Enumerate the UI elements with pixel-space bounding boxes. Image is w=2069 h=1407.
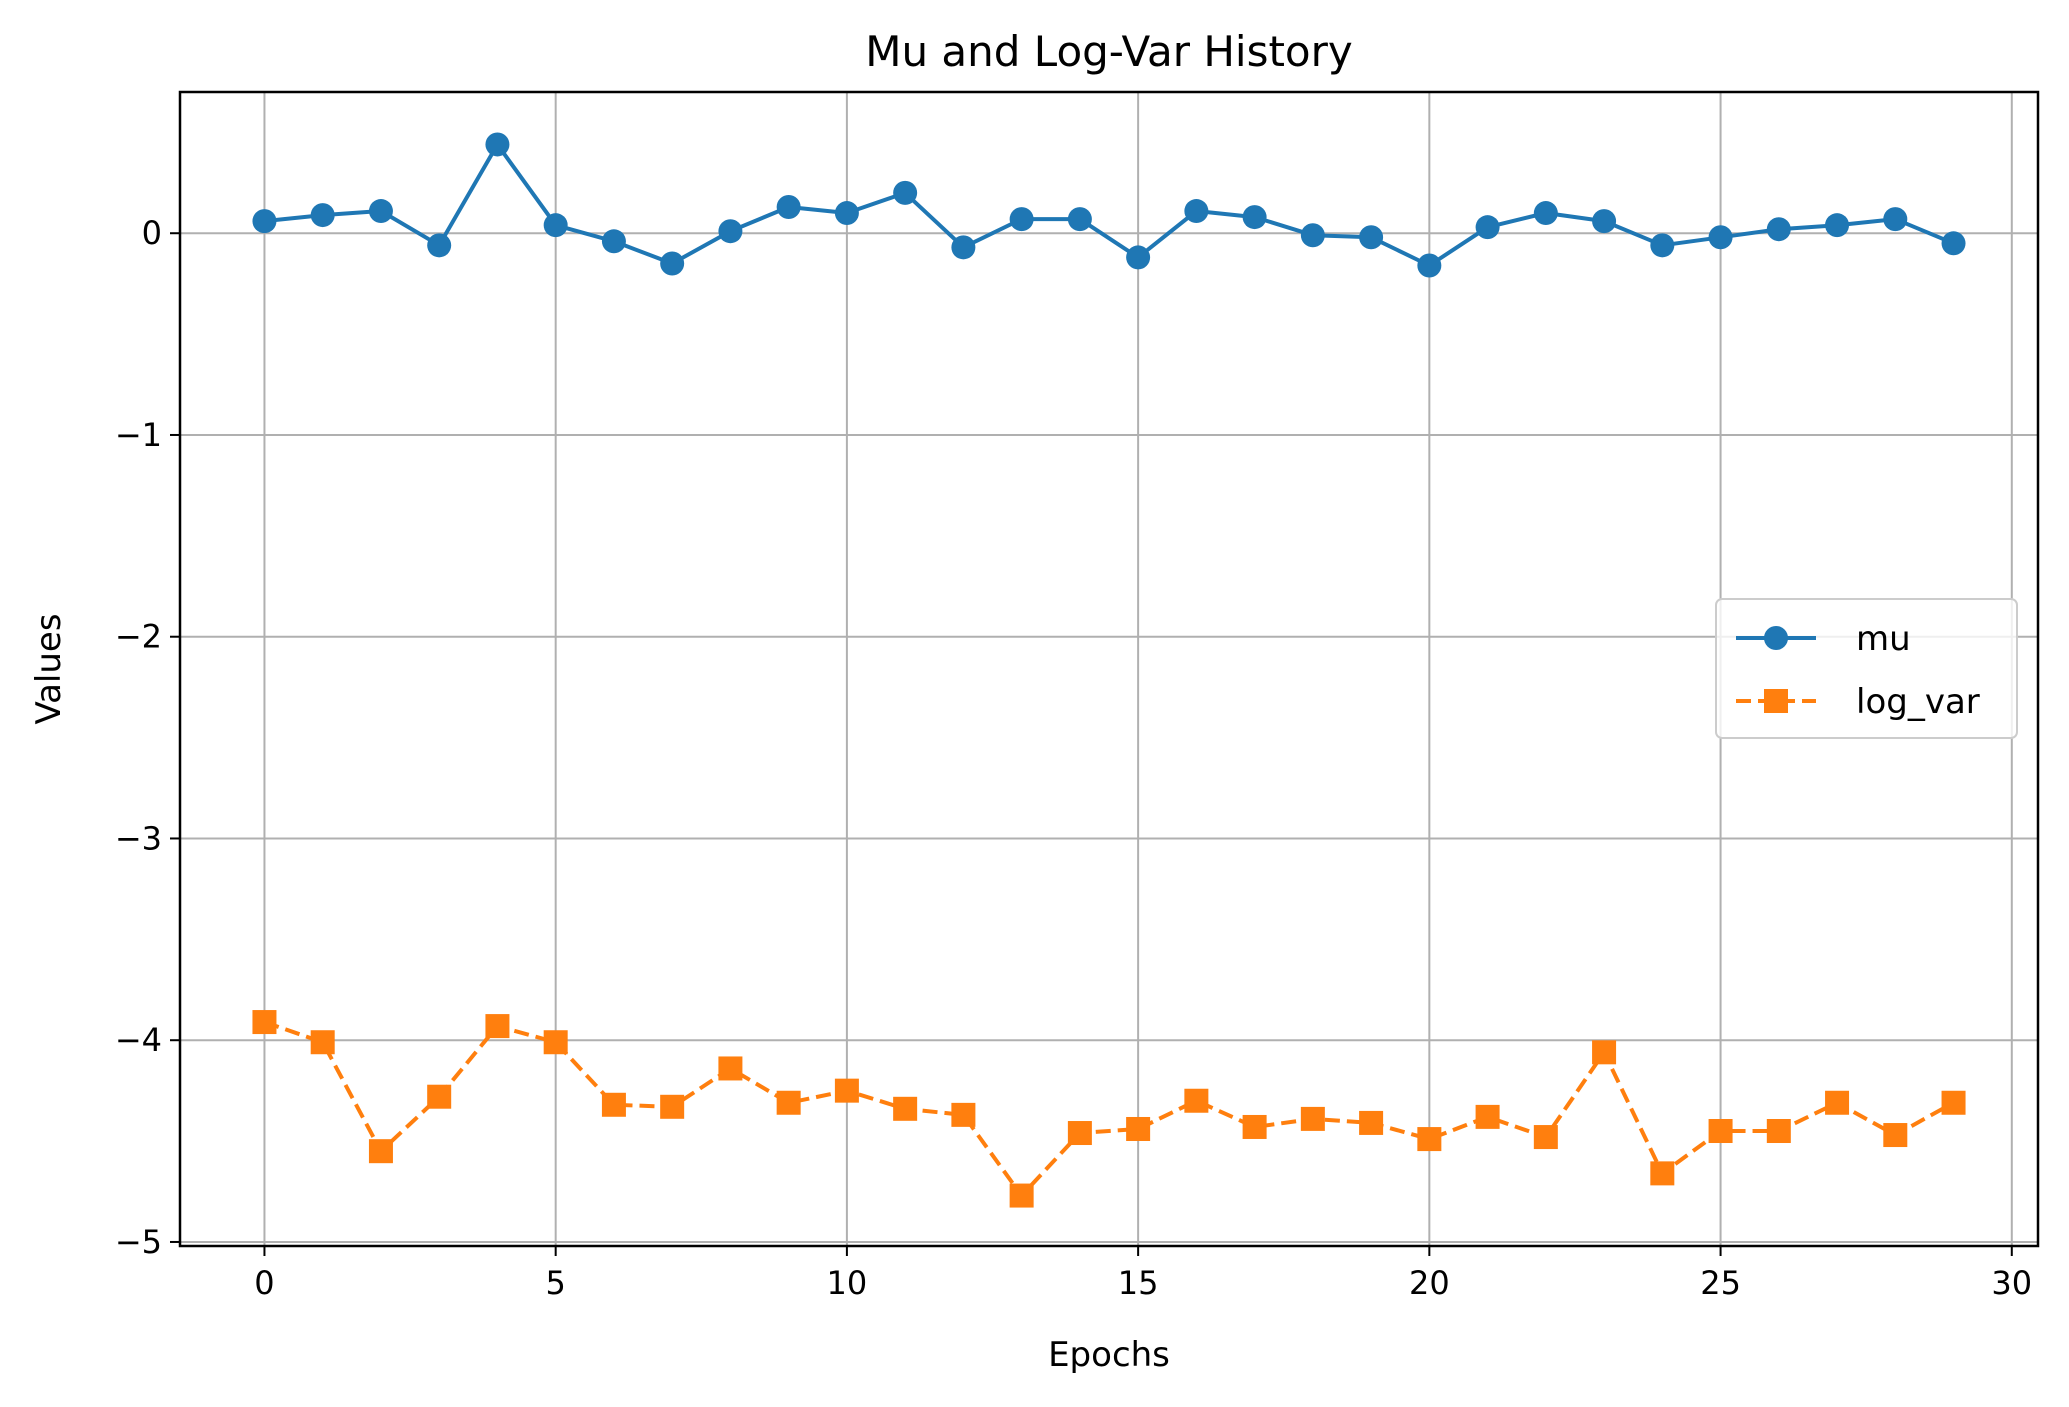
data-point-log-var: [1009, 1183, 1034, 1208]
data-point-log-var: [893, 1096, 918, 1121]
data-point-log-var: [1067, 1121, 1092, 1146]
data-point-mu: [485, 132, 510, 157]
data-point-mu: [1184, 199, 1209, 224]
data-point-mu: [543, 213, 568, 238]
data-point-log-var: [252, 1010, 277, 1035]
data-point-mu: [1009, 207, 1034, 232]
data-point-mu: [1825, 213, 1850, 238]
data-point-mu: [951, 235, 976, 260]
y-tick-label: −3: [115, 819, 162, 857]
data-point-log-var: [485, 1014, 510, 1039]
data-point-log-var: [1533, 1125, 1558, 1150]
chart-title: Mu and Log-Var History: [865, 27, 1353, 76]
legend-marker-mu: [1764, 626, 1788, 650]
data-point-mu: [1242, 205, 1267, 230]
x-tick-label: 30: [1991, 1264, 2032, 1302]
y-tick-label: −1: [115, 416, 162, 454]
data-point-mu: [427, 233, 452, 258]
data-point-log-var: [1883, 1123, 1908, 1148]
data-point-log-var: [1417, 1127, 1442, 1152]
data-point-log-var: [1708, 1119, 1733, 1144]
data-point-log-var: [1184, 1088, 1209, 1113]
legend: mu log_var: [1715, 598, 2018, 739]
data-point-log-var: [1650, 1161, 1675, 1186]
data-point-mu: [310, 203, 335, 228]
data-point-log-var: [776, 1090, 801, 1115]
y-tick-label: 0: [142, 214, 162, 252]
series-log-var: [252, 1010, 1966, 1208]
x-axis-label: Epochs: [1048, 1335, 1170, 1375]
series-mu: [252, 132, 1966, 278]
data-point-log-var: [601, 1092, 626, 1117]
plot-area-frame: [178, 90, 2040, 1248]
y-tick-label: −5: [115, 1223, 162, 1261]
x-tick-label: 5: [545, 1264, 565, 1302]
data-point-mu: [1067, 207, 1092, 232]
x-tick-label: 0: [254, 1264, 274, 1302]
data-point-mu: [601, 229, 626, 254]
data-point-log-var: [543, 1030, 568, 1055]
data-point-mu: [1359, 225, 1384, 250]
data-point-mu: [1475, 215, 1500, 240]
data-point-mu: [252, 209, 277, 234]
x-tick-label: 25: [1700, 1264, 1741, 1302]
data-point-log-var: [310, 1030, 335, 1055]
data-point-mu: [834, 201, 859, 226]
legend-label-log-var: log_var: [1856, 682, 1980, 722]
data-point-mu: [1126, 245, 1151, 270]
data-point-mu: [1883, 207, 1908, 232]
data-point-mu: [660, 251, 685, 276]
data-point-log-var: [1475, 1104, 1500, 1129]
data-point-log-var: [1126, 1116, 1151, 1141]
data-point-log-var: [718, 1056, 743, 1081]
data-point-mu: [776, 194, 801, 219]
data-point-mu: [1533, 201, 1558, 226]
data-point-mu: [1708, 225, 1733, 250]
data-point-log-var: [1300, 1106, 1325, 1131]
legend-box: [1715, 598, 2018, 739]
data-point-log-var: [1242, 1114, 1267, 1139]
data-point-mu: [718, 219, 743, 244]
data-point-log-var: [1592, 1040, 1617, 1065]
data-point-mu: [1592, 209, 1617, 234]
y-tick-label: −4: [115, 1021, 162, 1059]
data-point-log-var: [1941, 1090, 1966, 1115]
series-layer: [252, 132, 1966, 1208]
data-point-mu: [1650, 233, 1675, 258]
y-axis-label: Values: [29, 613, 69, 724]
y-tick-label: −2: [115, 618, 162, 656]
data-point-mu: [368, 199, 393, 224]
legend-label-mu: mu: [1856, 619, 1911, 659]
x-tick-label: 15: [1118, 1264, 1159, 1302]
data-point-log-var: [951, 1102, 976, 1127]
data-point-log-var: [368, 1139, 393, 1164]
data-point-log-var: [427, 1084, 452, 1109]
data-point-mu: [1941, 231, 1966, 256]
ticks: 0 5 10 15 20 25 30 0 −1 −2 −3 −4 −5: [115, 214, 2032, 1302]
data-point-log-var: [1825, 1090, 1850, 1115]
data-point-log-var: [1359, 1110, 1384, 1135]
data-point-mu: [1766, 217, 1791, 242]
data-point-log-var: [834, 1078, 859, 1103]
x-tick-label: 10: [827, 1264, 868, 1302]
x-tick-label: 20: [1409, 1264, 1450, 1302]
data-point-log-var: [1766, 1119, 1791, 1144]
legend-marker-log-var: [1764, 689, 1788, 713]
data-point-mu: [1417, 253, 1442, 278]
legend-entries: mu log_var: [1736, 619, 1980, 722]
data-point-mu: [893, 180, 918, 205]
data-point-log-var: [660, 1094, 685, 1119]
data-point-mu: [1300, 223, 1325, 248]
